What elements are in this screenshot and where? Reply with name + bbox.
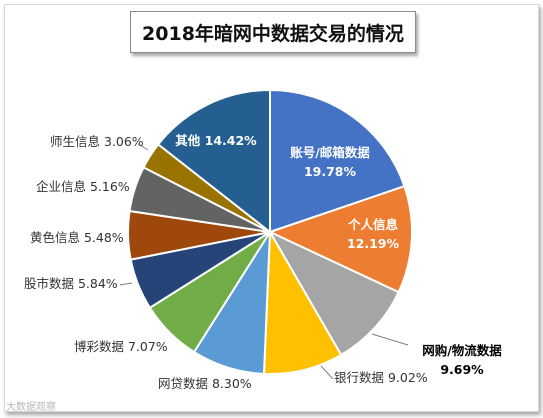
slice-label-11: 其他 14.42% (175, 133, 257, 148)
slice-label-8: 黄色信息 5.48% (30, 230, 124, 245)
leader-line-7 (119, 282, 133, 286)
slice-label-1: 账号/邮箱数据 19.78% (290, 145, 370, 179)
pie-slice-11 (156, 88, 271, 235)
slice-label-9: 企业信息 5.16% (36, 179, 130, 194)
slice-label-6: 博彩数据 7.07% (74, 339, 168, 354)
slice-label-4: 银行数据 9.02% (334, 370, 428, 385)
pie-slice-1 (269, 88, 406, 234)
slice-label-5: 网贷数据 8.30% (158, 376, 252, 391)
leader-line-4 (320, 365, 334, 380)
slice-label-3: 网购/物流数据 9.69% (422, 343, 502, 377)
leader-line-10 (137, 143, 149, 151)
chart-title: 2018年暗网中数据交易的情况 (130, 11, 416, 53)
pie-slice-3 (267, 229, 400, 357)
pie-slice-2 (267, 184, 413, 294)
slice-label-2: 个人信息 12.19% (347, 217, 400, 251)
slice-label-10: 师生信息 3.06% (50, 134, 144, 149)
leader-line-3 (371, 333, 409, 346)
pie-slice-4 (262, 228, 343, 375)
watermark: 大数据观察 (6, 402, 56, 413)
slice-label-7: 股市数据 5.84% (24, 276, 118, 291)
